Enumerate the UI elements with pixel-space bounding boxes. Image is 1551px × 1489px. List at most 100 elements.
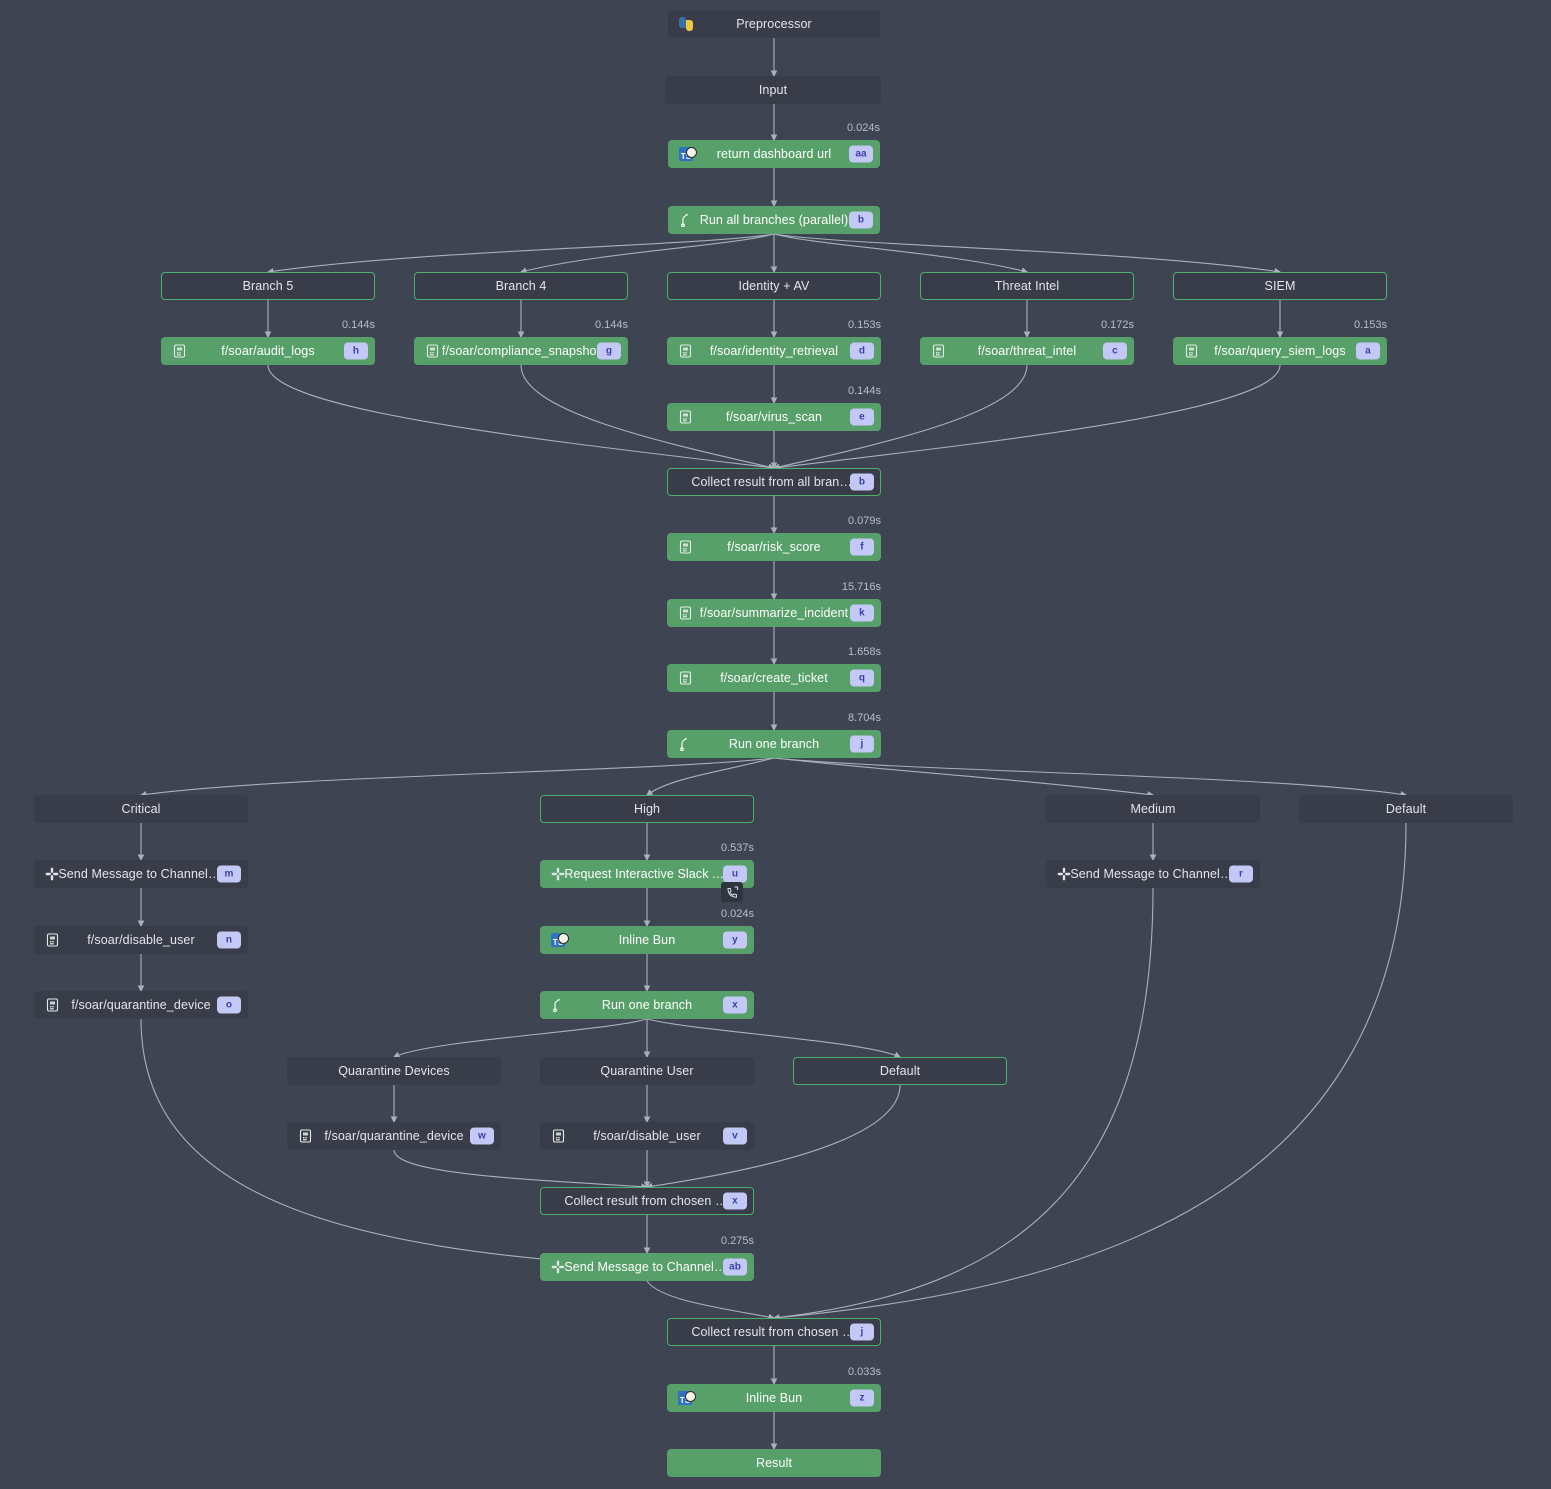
- node-tag-badge[interactable]: b: [850, 473, 874, 491]
- node-duration: 0.024s: [720, 908, 754, 920]
- node-input[interactable]: Input: [665, 76, 881, 104]
- node-tag-badge[interactable]: f: [850, 538, 874, 556]
- node-audit-logs[interactable]: f/soar/audit_logs h: [161, 337, 375, 365]
- node-tag-badge[interactable]: u: [723, 865, 747, 883]
- node-inline-bun-high[interactable]: TS Inline Bun y: [540, 926, 754, 954]
- node-default-inner[interactable]: Default: [793, 1057, 1007, 1085]
- node-quarantine-devices[interactable]: Quarantine Devices: [287, 1057, 501, 1085]
- node-threat-intel[interactable]: f/soar/threat_intel c: [920, 337, 1134, 365]
- node-collect-all-branches[interactable]: Collect result from all branches b: [667, 468, 881, 496]
- node-run-one-branch-outer[interactable]: Run one branch j: [667, 730, 881, 758]
- node-inline-bun-final[interactable]: TS Inline Bun z: [667, 1384, 881, 1412]
- node-tag-badge[interactable]: g: [597, 342, 621, 360]
- node-tag-badge[interactable]: z: [850, 1389, 874, 1407]
- node-critical[interactable]: Critical: [34, 795, 248, 823]
- node-tag-badge[interactable]: y: [723, 931, 747, 949]
- node-label: Send Message to Channel (slack): [58, 867, 223, 881]
- node-high[interactable]: High: [540, 795, 754, 823]
- node-duration: 0.275s: [720, 1235, 754, 1247]
- node-tag-badge[interactable]: h: [344, 342, 368, 360]
- node-identity-retrieval[interactable]: f/soar/identity_retrieval d: [667, 337, 881, 365]
- node-label: f/soar/disable_user: [593, 1129, 701, 1143]
- node-final-slack[interactable]: Send Message to Channel (sla...ab: [540, 1253, 754, 1281]
- edge-run-all-branches-to-branch-5: [266, 233, 775, 275]
- node-critical-slack[interactable]: Send Message to Channel (slack)m: [34, 860, 248, 888]
- node-run-one-branch-inner[interactable]: Run one branch x: [540, 991, 754, 1019]
- node-label: f/soar/disable_user: [87, 933, 195, 947]
- node-query-siem-logs[interactable]: f/soar/query_siem_logs a: [1173, 337, 1387, 365]
- node-label: Input: [758, 83, 788, 97]
- node-tag-badge[interactable]: m: [217, 865, 241, 883]
- node-duration: 0.079s: [847, 515, 881, 527]
- node-quarantine-user[interactable]: Quarantine User: [540, 1057, 754, 1085]
- node-threat-intel-branch[interactable]: Threat Intel: [920, 272, 1134, 300]
- node-identity-av[interactable]: Identity + AV: [667, 272, 881, 300]
- node-create-ticket[interactable]: f/soar/create_ticket q: [667, 664, 881, 692]
- node-label: f/soar/virus_scan: [725, 410, 823, 424]
- node-tag-badge[interactable]: j: [850, 735, 874, 753]
- node-tag-badge[interactable]: k: [850, 604, 874, 622]
- node-branch-4[interactable]: Branch 4: [414, 272, 628, 300]
- slack-icon: [44, 866, 60, 882]
- node-risk-score[interactable]: f/soar/risk_score f: [667, 533, 881, 561]
- script-icon: [677, 409, 693, 425]
- node-label: Run one branch: [728, 737, 820, 751]
- node-run-all-branches[interactable]: Run all branches (parallel) b: [668, 206, 880, 234]
- node-duration: 15.716s: [841, 581, 881, 593]
- node-duration: 0.024s: [846, 122, 880, 134]
- node-tag-badge[interactable]: o: [217, 996, 241, 1014]
- node-label: Threat Intel: [994, 279, 1060, 293]
- node-compliance-snapshot[interactable]: f/soar/compliance_snapshot g: [414, 337, 628, 365]
- node-label: f/soar/identity_retrieval: [709, 344, 839, 358]
- node-tag-badge[interactable]: n: [217, 931, 241, 949]
- node-tag-badge[interactable]: aa: [849, 145, 873, 163]
- node-duration: 0.537s: [720, 842, 754, 854]
- node-tag-badge[interactable]: a: [1356, 342, 1380, 360]
- node-tag-badge[interactable]: w: [470, 1127, 494, 1145]
- node-branch-5[interactable]: Branch 5: [161, 272, 375, 300]
- node-default-outer[interactable]: Default: [1299, 795, 1513, 823]
- script-icon: [677, 343, 693, 359]
- script-icon: [550, 1128, 566, 1144]
- node-label: Branch 5: [242, 279, 294, 293]
- node-medium-slack[interactable]: Send Message to Channel (slack)r: [1046, 860, 1260, 888]
- node-inner-quarantine-device[interactable]: f/soar/quarantine_device w: [287, 1122, 501, 1150]
- node-tag-badge[interactable]: v: [723, 1127, 747, 1145]
- node-tag-badge[interactable]: ab: [723, 1258, 747, 1276]
- node-critical-quarantine-device[interactable]: f/soar/quarantine_device o: [34, 991, 248, 1019]
- node-return-dashboard-url[interactable]: TS return dashboard url aa: [668, 140, 880, 168]
- node-medium[interactable]: Medium: [1046, 795, 1260, 823]
- node-result[interactable]: Result: [667, 1449, 881, 1477]
- script-icon: [677, 670, 693, 686]
- node-label: Collect result from chosen branch: [691, 1325, 856, 1339]
- script-icon: [44, 932, 60, 948]
- node-tag-badge[interactable]: c: [1103, 342, 1127, 360]
- node-duration: 0.153s: [847, 319, 881, 331]
- node-inner-disable-user[interactable]: f/soar/disable_user v: [540, 1122, 754, 1150]
- node-tag-badge[interactable]: j: [850, 1323, 874, 1341]
- node-critical-disable-user[interactable]: f/soar/disable_user n: [34, 926, 248, 954]
- node-tag-badge[interactable]: q: [850, 669, 874, 687]
- edge-final-slack-to-collect-chosen-outer: [646, 1280, 776, 1321]
- node-duration: 0.144s: [594, 319, 628, 331]
- node-tag-badge[interactable]: d: [850, 342, 874, 360]
- node-summarize-incident[interactable]: f/soar/summarize_incident k: [667, 599, 881, 627]
- node-tag-badge[interactable]: x: [723, 996, 747, 1014]
- node-label: f/soar/quarantine_device: [324, 1129, 464, 1143]
- script-icon: [424, 343, 440, 359]
- approval-required-icon[interactable]: [721, 882, 743, 902]
- node-tag-badge[interactable]: b: [849, 211, 873, 229]
- node-tag-badge[interactable]: r: [1229, 865, 1253, 883]
- node-duration: 0.144s: [847, 385, 881, 397]
- node-tag-badge[interactable]: e: [850, 408, 874, 426]
- branch-icon: [678, 212, 694, 228]
- node-virus-scan[interactable]: f/soar/virus_scan e: [667, 403, 881, 431]
- node-label: Send Message to Channel (sla...: [564, 1260, 729, 1274]
- node-preprocessor[interactable]: Preprocessor: [668, 10, 880, 38]
- node-request-slack-approval[interactable]: Request Interactive Slack Appro...u: [540, 860, 754, 888]
- node-siem-branch[interactable]: SIEM: [1173, 272, 1387, 300]
- node-tag-badge[interactable]: x: [723, 1192, 747, 1210]
